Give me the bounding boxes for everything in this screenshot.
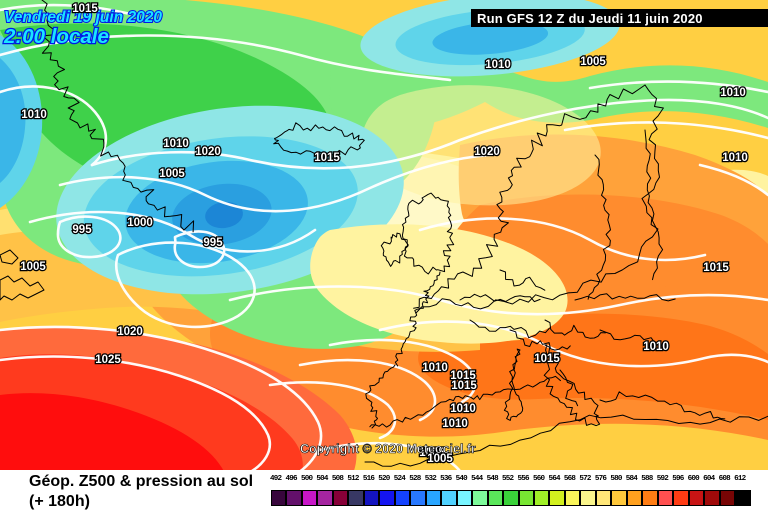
svg-text:1005: 1005	[159, 168, 185, 180]
svg-text:1010: 1010	[643, 341, 669, 353]
svg-text:1010: 1010	[21, 109, 47, 121]
svg-text:1000: 1000	[127, 217, 153, 229]
svg-text:1010: 1010	[450, 403, 476, 415]
svg-text:995: 995	[203, 237, 223, 249]
svg-text:1020: 1020	[474, 146, 500, 158]
svg-text:1010: 1010	[722, 152, 748, 164]
svg-text:1025: 1025	[95, 354, 121, 366]
svg-text:1015: 1015	[314, 152, 340, 164]
svg-text:1005: 1005	[580, 56, 606, 68]
svg-text:1015: 1015	[703, 262, 729, 274]
svg-text:1005: 1005	[20, 261, 46, 273]
svg-text:1015: 1015	[534, 353, 560, 365]
svg-text:1010: 1010	[442, 418, 468, 430]
svg-text:1010: 1010	[422, 362, 448, 374]
svg-text:1010: 1010	[485, 59, 511, 71]
svg-text:1015: 1015	[72, 3, 98, 15]
svg-text:1010: 1010	[720, 87, 746, 99]
svg-text:1010: 1010	[163, 138, 189, 150]
svg-text:1015: 1015	[451, 380, 477, 392]
svg-text:1020: 1020	[195, 146, 221, 158]
svg-text:995: 995	[72, 224, 92, 236]
svg-text:1020: 1020	[117, 326, 143, 338]
